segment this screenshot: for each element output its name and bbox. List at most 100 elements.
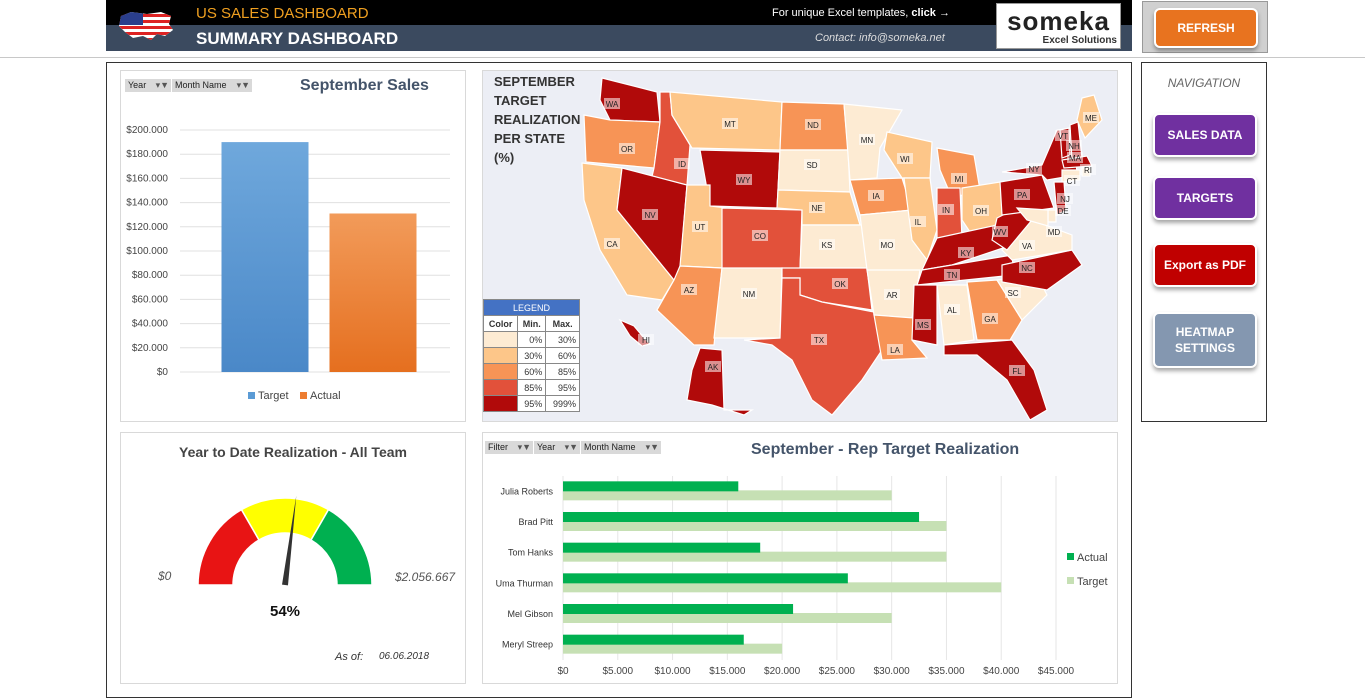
templates-click[interactable]: click → [911,7,950,19]
dashboard-frame [106,62,1132,698]
filter-icon: ▾▼ [564,442,578,452]
slicer-year[interactable]: Year ▾▼ [534,441,580,454]
category-label: Brad Pitt [518,517,553,527]
gauge-max-label: $2.056.667 [395,570,456,584]
state-label-bg [992,226,1008,237]
y-tick-label: $80.000 [132,270,169,281]
gauge-title: Year to Date Realization - All Team [179,444,407,460]
x-tick-label: $45.000 [1038,666,1075,677]
y-tick-label: $180.000 [126,149,168,160]
x-tick-label: $40.000 [983,666,1020,677]
x-tick-label: $5.000 [602,666,633,677]
state-label-bg [1046,226,1062,237]
us-flag-icon [117,6,175,44]
state-label: KY [961,249,972,258]
state-label-bg [1055,205,1071,216]
bar-actual[interactable] [329,213,417,372]
state-label: KS [822,241,833,250]
state-label-bg [805,119,821,130]
state-de[interactable] [1047,209,1057,223]
state-label: NV [644,211,656,220]
state-label: CO [754,232,766,241]
map-title-line: SEPTEMBER [494,74,575,89]
state-label-bg [944,269,960,280]
legend-title: LEGEND [483,299,580,316]
legend-swatch [1067,577,1074,584]
bar-actual[interactable] [563,542,761,553]
someka-logo[interactable]: someka Excel Solutions [996,3,1121,49]
state-nm[interactable] [713,267,783,339]
slicer-label: Filter [488,442,508,452]
logo-word: someka [1007,6,1110,36]
state-tx[interactable] [743,277,883,416]
slicer-month-name[interactable]: Month Name ▾▼ [172,79,252,92]
bar-target[interactable] [563,490,892,501]
us-map[interactable]: WA OR CA ID NV MT WY UT AZ CO NM ND SD NE KS OK TX MN IA MO… [482,70,1118,420]
x-tick-label: $10.000 [654,666,691,677]
state-or[interactable] [583,114,661,169]
heatmap-settings-button[interactable]: HEATMAP SETTINGS [1153,312,1257,368]
y-tick-label: $0 [157,367,169,378]
gauge-chart [197,495,373,586]
sales-bar-chart: $0 $20.000 $40.000 $60.000 $80.000 $100.000 $1… [126,125,450,402]
gauge-min-label: $0 [158,569,172,583]
state-label-bg [692,221,708,232]
state-label-bg [1014,189,1030,200]
state-fl[interactable] [943,339,1048,420]
state-label-bg [1080,164,1096,175]
bar-target[interactable] [221,142,309,372]
legend-min: 95% [517,395,547,412]
state-label-bg [832,278,848,289]
refresh-button[interactable]: REFRESH [1154,8,1258,48]
state-label: AZ [684,286,694,295]
state-label-bg [1083,112,1099,123]
state-label-bg [879,239,895,250]
state-label: SD [806,161,817,170]
state-ms[interactable] [911,284,938,346]
bar-actual[interactable] [563,634,744,645]
bar-target[interactable] [563,551,947,562]
bar-actual[interactable] [563,573,848,584]
bar-target[interactable] [563,582,1002,593]
state-label-bg [642,209,658,220]
state-label: TN [947,271,958,280]
state-label: GA [984,315,996,324]
bar-target[interactable] [563,643,783,654]
state-label-bg [619,143,635,154]
state-label-bg [973,205,989,216]
as-of-date: 06.06.2018 [379,651,430,662]
state-label-bg [1019,240,1035,251]
state-label-bg [705,361,721,372]
state-label: AK [708,363,719,372]
slicer-filter[interactable]: Filter ▾▼ [485,441,533,454]
bar-actual[interactable] [563,604,794,614]
templates-link[interactable]: For unique Excel templates, click → [772,7,950,19]
state-ak[interactable] [686,347,755,416]
state-label-bg [944,304,960,315]
sales-data-button[interactable]: SALES DATA [1153,113,1257,157]
targets-button[interactable]: TARGETS [1153,176,1257,220]
state-label: MO [881,241,894,250]
export-pdf-button[interactable]: Export as PDF [1153,243,1257,287]
state-sd[interactable] [777,149,851,193]
state-ga[interactable] [966,279,1023,341]
rep-chart-title: September - Rep Target Realization [751,441,1020,458]
state-label: SC [1007,289,1018,298]
divider [0,57,1365,58]
state-label-bg [868,190,884,201]
bar-actual[interactable] [563,512,920,522]
bar-target[interactable] [563,613,892,623]
legend-min: 85% [517,379,547,396]
state-label-bg [910,216,926,227]
state-label: ME [1085,114,1097,123]
bar-target[interactable] [563,521,947,531]
x-tick-label: $20.000 [764,666,801,677]
legend-max: 95% [545,379,580,396]
state-label-bg [1055,130,1071,141]
slicer-month-name[interactable]: Month Name ▾▼ [581,441,661,454]
slicer-year[interactable]: Year ▾▼ [125,79,171,92]
filter-icon: ▾▼ [155,80,169,90]
contact-email[interactable]: Contact: info@someka.net [815,32,945,44]
bar-actual[interactable] [563,481,739,492]
state-label: RI [1084,166,1092,175]
